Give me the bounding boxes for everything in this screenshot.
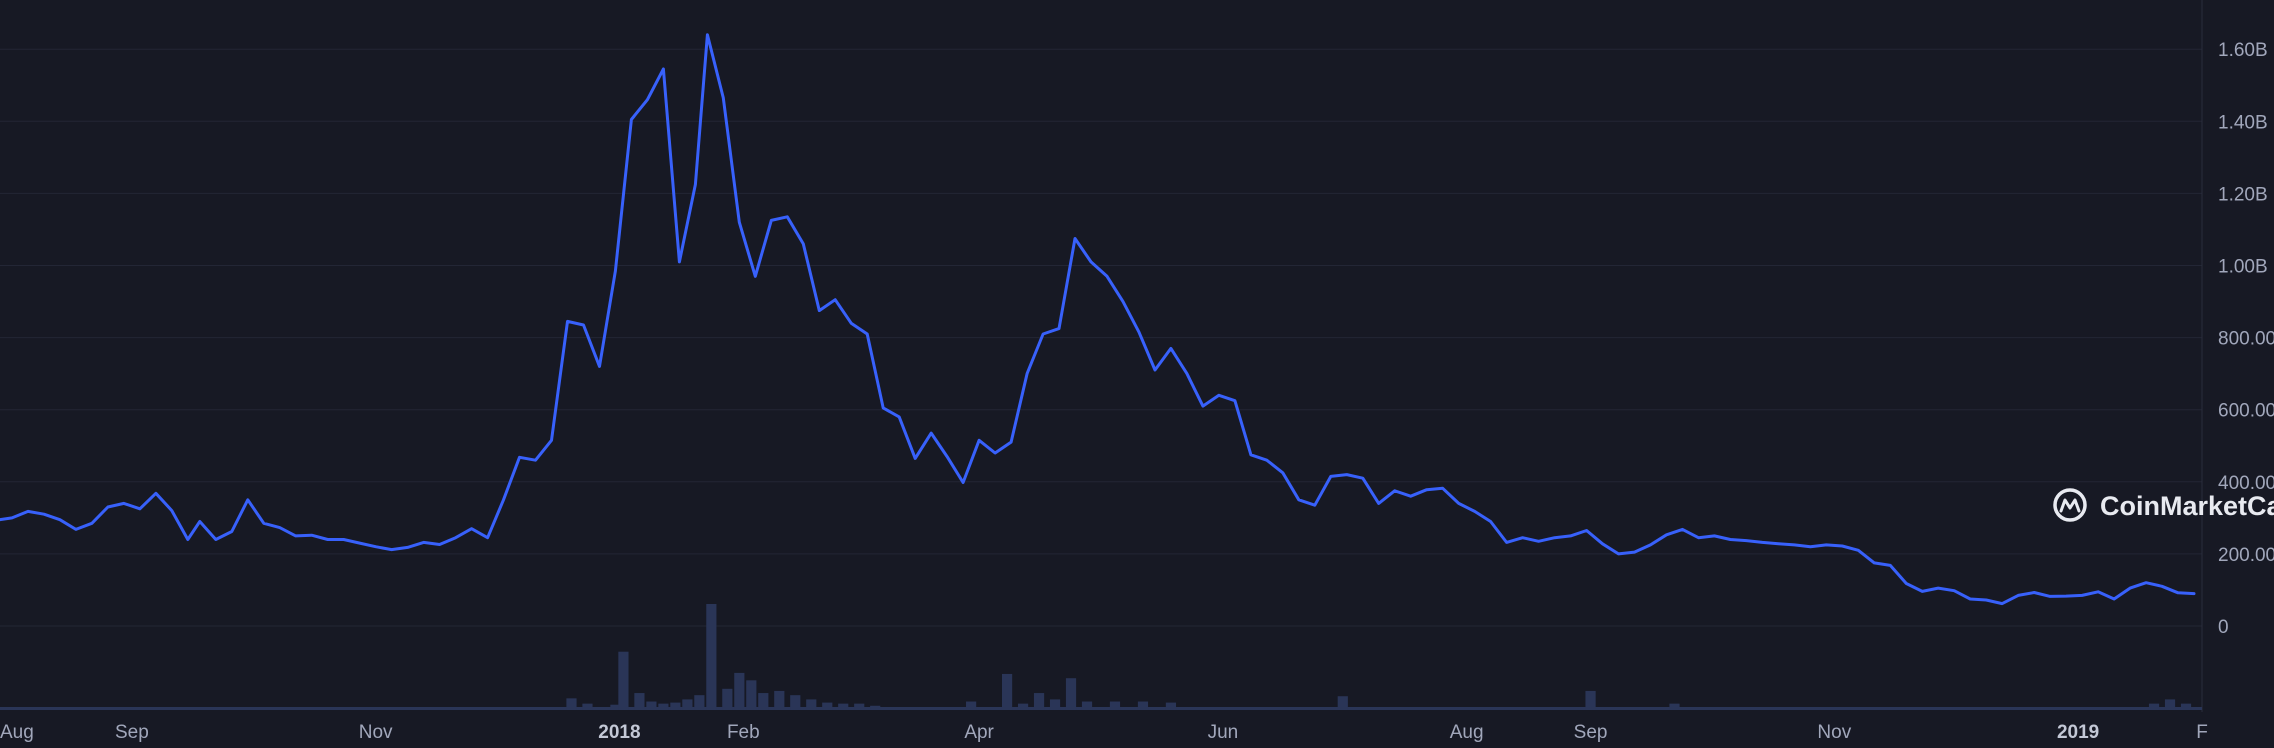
x-tick-label: Jun bbox=[1208, 722, 1239, 743]
volume-bar bbox=[566, 698, 577, 710]
volume-bar bbox=[670, 702, 681, 710]
volume-baseline bbox=[0, 707, 2202, 710]
volume-bar bbox=[634, 693, 645, 710]
volume-bar bbox=[870, 705, 881, 710]
y-tick-label: 400.00 bbox=[2218, 473, 2274, 494]
volume-bar bbox=[1017, 703, 1029, 710]
volume-bar bbox=[1585, 690, 1596, 710]
volume-bars bbox=[0, 604, 2202, 710]
x-tick-label: Sep bbox=[1574, 722, 1608, 743]
volume-bar bbox=[610, 704, 621, 710]
volume-bar bbox=[1669, 703, 1680, 710]
volume-bar bbox=[1337, 696, 1348, 710]
volume-bar bbox=[722, 688, 733, 710]
series-line bbox=[0, 33, 2196, 606]
volume-bar bbox=[646, 701, 657, 710]
volume-bar bbox=[682, 699, 693, 710]
volume-bar bbox=[2148, 703, 2160, 710]
volume-bar bbox=[706, 604, 717, 710]
y-tick-label: 1.00B bbox=[2218, 257, 2268, 278]
volume-bar bbox=[1137, 701, 1149, 710]
y-axis-ticks: 0 200.00 400.00 600.00 800.00 1.00B 1.20B 1.40B… bbox=[2218, 40, 2274, 638]
volume-bar bbox=[790, 695, 801, 710]
x-tick-label: F bbox=[2196, 722, 2208, 743]
volume-bar bbox=[1049, 699, 1061, 710]
y-tick-label: 600.00 bbox=[2218, 401, 2274, 422]
coinmarketcap-logo-icon bbox=[2053, 488, 2087, 522]
y-tick-label: 200.00 bbox=[2218, 545, 2274, 566]
volume-bar bbox=[746, 680, 757, 710]
volume-bar bbox=[694, 695, 705, 710]
watermark-text: CoinMarketCap bbox=[2100, 491, 2274, 521]
volume-bar bbox=[582, 703, 593, 710]
x-tick-label: Nov bbox=[1817, 722, 1851, 743]
price-series bbox=[0, 33, 2196, 606]
volume-bar bbox=[1165, 702, 1177, 710]
x-tick-label: Aug bbox=[1450, 722, 1484, 743]
grid-lines bbox=[0, 48, 2202, 627]
x-tick-label: Nov bbox=[359, 722, 393, 743]
volume-bar bbox=[854, 703, 865, 710]
volume-bar bbox=[966, 701, 977, 710]
y-tick-label: 0 bbox=[2218, 617, 2229, 638]
volume-bar bbox=[658, 703, 669, 710]
y-tick-label: 1.20B bbox=[2218, 184, 2268, 205]
volume-bar bbox=[838, 703, 849, 710]
y-tick-label: 1.40B bbox=[2218, 112, 2268, 133]
volume-bar bbox=[806, 699, 817, 710]
y-tick-label: 1.60B bbox=[2218, 40, 2268, 61]
volume-bar bbox=[822, 702, 833, 710]
volume-bar bbox=[618, 651, 629, 710]
y-tick-label: 800.00 bbox=[2218, 329, 2274, 350]
volume-bar bbox=[758, 693, 769, 710]
volume-bar bbox=[2164, 699, 2176, 710]
x-tick-label: Apr bbox=[964, 722, 994, 743]
volume-bar bbox=[774, 690, 785, 710]
coinmarketcap-watermark: CoinMarketCap bbox=[2053, 488, 2274, 522]
volume-bar bbox=[1081, 701, 1093, 710]
x-tick-label: Sep bbox=[115, 722, 149, 743]
volume-bar bbox=[1109, 701, 1121, 710]
volume-bar bbox=[1065, 678, 1077, 710]
x-tick-label: Feb bbox=[727, 722, 760, 743]
volume-bar bbox=[734, 672, 745, 710]
volume-bar bbox=[1033, 693, 1045, 710]
x-axis-ticks: Aug Sep Nov 2018 Feb Apr Jun Aug Sep Nov 2019 F bbox=[0, 722, 2208, 743]
x-tick-label: 2018 bbox=[598, 722, 640, 743]
x-tick-label: 2019 bbox=[2057, 722, 2099, 743]
volume-bar bbox=[2180, 703, 2192, 710]
volume-bar bbox=[1001, 673, 1013, 710]
x-tick-label: Aug bbox=[0, 722, 34, 743]
